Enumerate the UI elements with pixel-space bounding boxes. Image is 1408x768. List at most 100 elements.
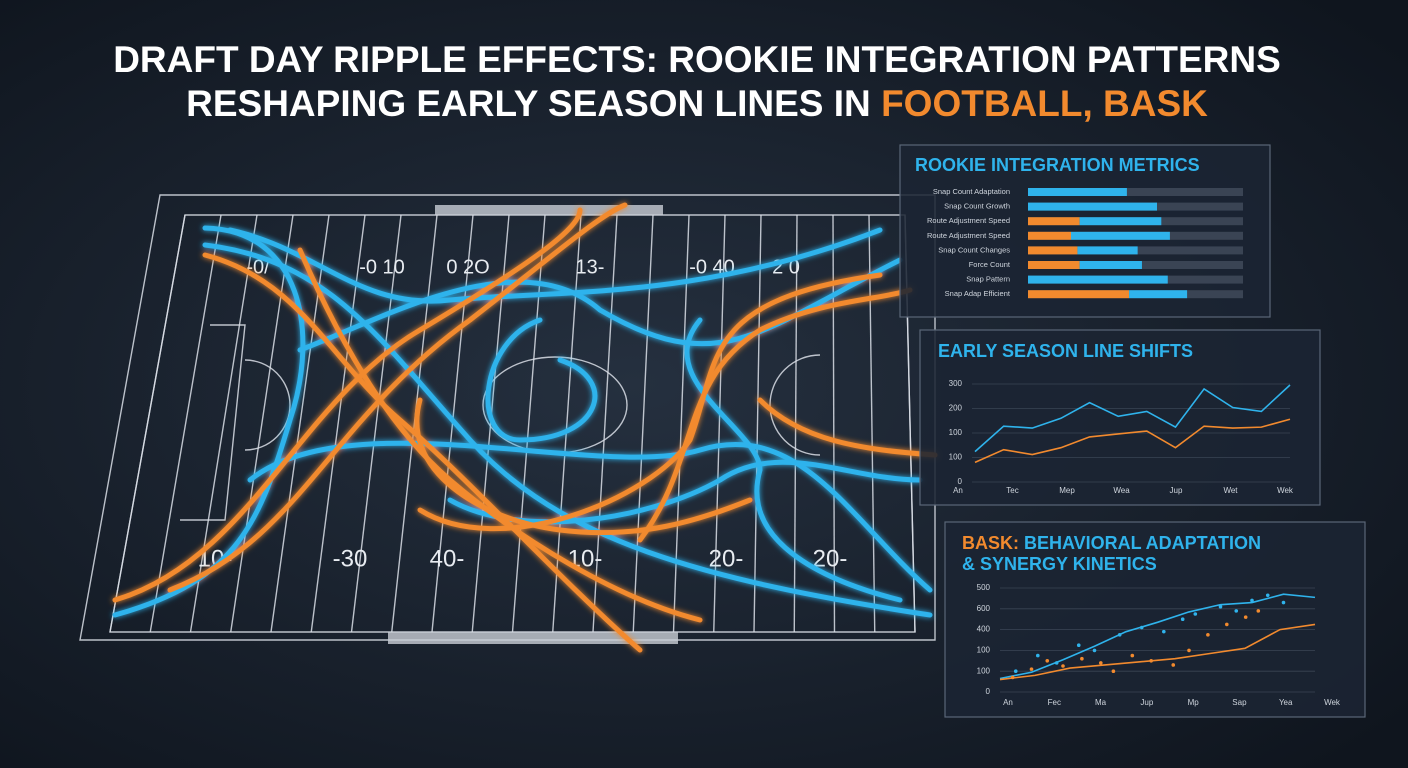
title-part: RESHAPING EARLY SEASON LINES IN (186, 83, 881, 124)
line (999, 623, 1316, 681)
point (1117, 633, 1122, 637)
yard-line (109, 214, 186, 633)
flow (227, 227, 883, 304)
panel-title: BASK: BEHAVIORAL ADAPTATION (962, 533, 1261, 553)
point (1281, 600, 1286, 605)
point (1036, 653, 1040, 658)
yard-line (552, 214, 582, 633)
bar-label: Route Adjustment Speed (927, 231, 1010, 240)
x-tick-label: An (1003, 698, 1013, 707)
point (1149, 659, 1153, 663)
x-tick-label: Yea (1279, 698, 1293, 707)
bar (1079, 217, 1162, 226)
bar (1028, 246, 1078, 255)
flow (417, 272, 883, 532)
point (1045, 659, 1050, 663)
flow (637, 287, 913, 543)
point (1162, 629, 1166, 634)
panel (899, 144, 1271, 318)
title-highlight: FOOTBALL, BASK (881, 83, 1208, 124)
point (1080, 656, 1084, 661)
bar (1028, 188, 1127, 196)
goal-bar (435, 205, 663, 215)
y-tick-label: 200 (949, 404, 963, 413)
point (1099, 661, 1103, 665)
yard-line (713, 214, 726, 633)
point (1180, 617, 1185, 621)
x-tick-label: Wet (1223, 486, 1238, 495)
point (1171, 663, 1176, 667)
panels: ROOKIE INTEGRATION METRICS Snap Count Ada… (899, 144, 1366, 718)
bar-label: Force Count (969, 260, 1011, 269)
x-tick-label: Tec (1006, 486, 1018, 495)
yard-number: -30 (333, 545, 368, 572)
bar (1028, 202, 1157, 211)
x-tick-label: Mp (1188, 698, 1200, 707)
bar (1028, 261, 1080, 269)
field-outer (79, 194, 936, 641)
point (1139, 625, 1144, 630)
y-tick-label: 100 (949, 428, 963, 437)
goal-bar (388, 632, 678, 644)
bar-label: Route Adjustment Speed (927, 216, 1010, 225)
yard-line (592, 214, 618, 633)
bar-label: Snap Count Adaptation (933, 187, 1010, 196)
panel (944, 521, 1366, 718)
yard-line (391, 214, 438, 633)
yard-number: 40- (430, 545, 465, 572)
flow (297, 247, 703, 623)
title-rest: BEHAVIORAL ADAPTATION (1019, 533, 1261, 553)
yard-line (189, 214, 258, 633)
bar-label: Snap Adap Efficient (945, 289, 1011, 298)
bar-track (1028, 188, 1243, 196)
point (1225, 622, 1229, 627)
bar (1028, 290, 1130, 299)
yard-number: -0 10 (359, 256, 405, 278)
title: DRAFT DAY RIPPLE EFFECTS: ROOKIE INTEGRA… (113, 39, 1281, 80)
point (1061, 664, 1065, 668)
bar (1129, 290, 1188, 299)
yard-number: 13- (576, 256, 605, 278)
yard-number: 20- (709, 545, 744, 572)
point (1234, 609, 1239, 613)
y-tick-label: 600 (977, 604, 991, 613)
bar (1028, 217, 1080, 226)
y-tick-label: 100 (977, 666, 991, 675)
x-tick-label: Fec (1048, 698, 1061, 707)
point (1250, 598, 1254, 603)
y-tick-label: 0 (986, 687, 991, 696)
flow (684, 317, 903, 603)
point (1111, 669, 1116, 673)
flow-lines (112, 202, 938, 653)
title: RESHAPING EARLY SEASON LINES IN FOOTBALL… (186, 83, 1208, 124)
line (974, 384, 1291, 453)
x-tick-label: Wek (1324, 698, 1341, 707)
y-tick-label: 100 (949, 453, 963, 462)
y-tick-label: 0 (958, 477, 963, 486)
point (1243, 615, 1248, 619)
flow (485, 317, 598, 443)
point (1054, 661, 1059, 665)
point (1193, 612, 1198, 616)
yard-line (753, 214, 762, 633)
panel-title: EARLY SEASON LINE SHIFTS (938, 341, 1193, 361)
flow (112, 207, 583, 603)
arc (769, 354, 821, 456)
box (180, 324, 246, 521)
x-tick-label: Sap (1232, 698, 1247, 707)
bar (1077, 246, 1138, 255)
point (1187, 648, 1191, 653)
flow (202, 252, 643, 653)
x-tick-label: Jup (1170, 486, 1183, 495)
x-tick-label: Mep (1059, 486, 1075, 495)
yard-number: 0 2O (446, 256, 489, 278)
point (1092, 648, 1097, 653)
point (1010, 675, 1015, 680)
bar-label: Snap Count Changes (938, 245, 1010, 254)
point (1013, 669, 1018, 673)
panel-title: & SYNERGY KINETICS (962, 554, 1157, 574)
point (1130, 653, 1135, 658)
panel (919, 329, 1321, 506)
